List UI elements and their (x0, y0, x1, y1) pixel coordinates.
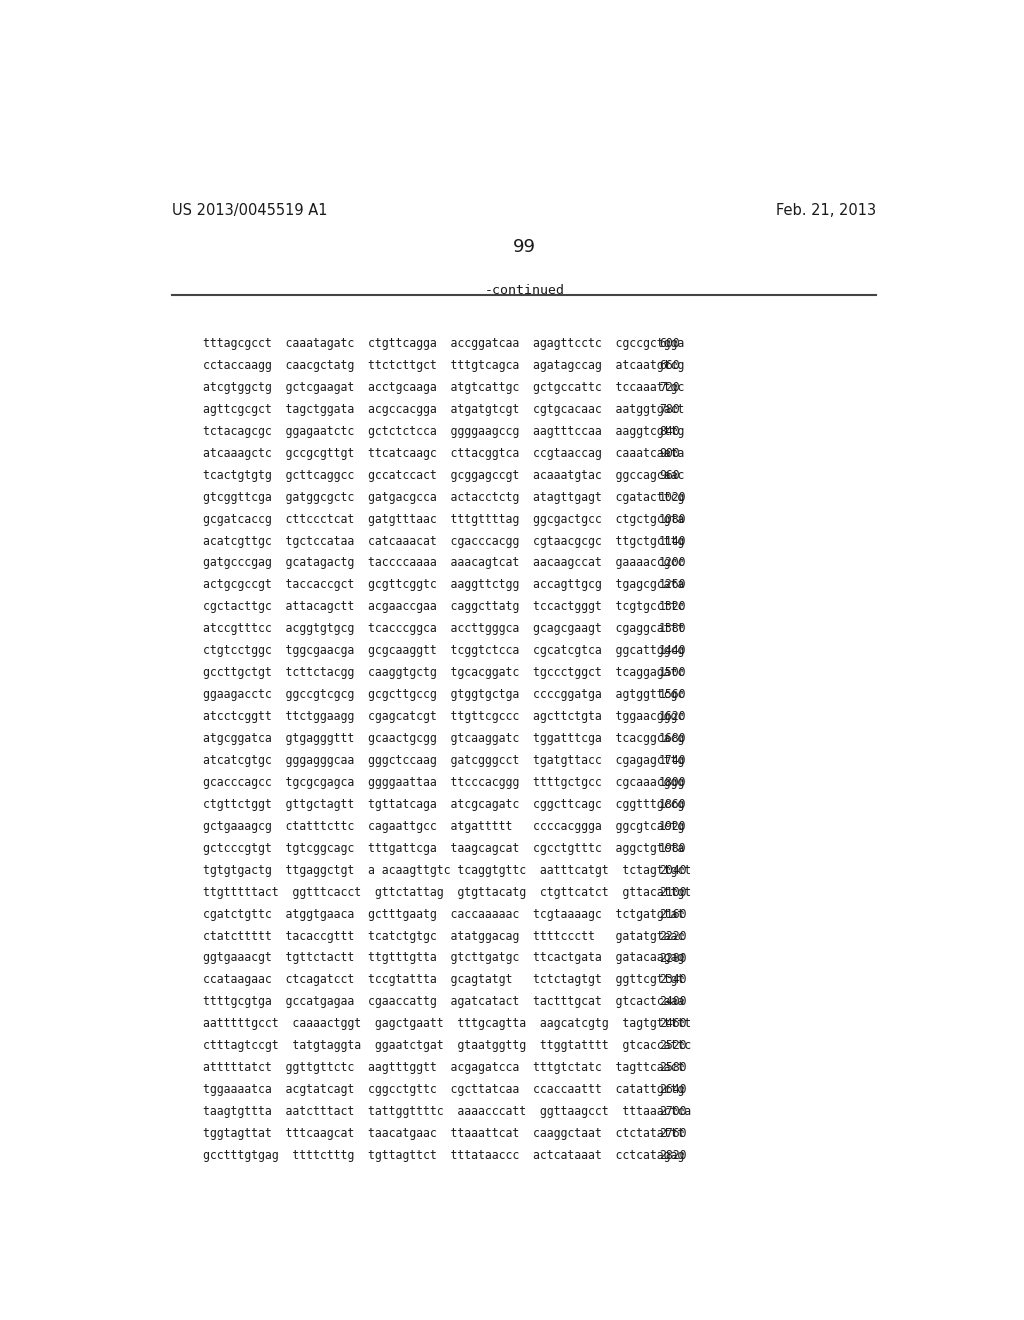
Text: 1020: 1020 (658, 491, 686, 504)
Text: Feb. 21, 2013: Feb. 21, 2013 (776, 203, 876, 218)
Text: ggtgaaacgt  tgttctactt  ttgtttgtta  gtcttgatgc  ttcactgata  gatacaagag: ggtgaaacgt tgttctactt ttgtttgtta gtcttga… (203, 952, 684, 965)
Text: 1200: 1200 (658, 557, 686, 569)
Text: 2460: 2460 (658, 1018, 686, 1031)
Text: atcgtggctg  gctcgaagat  acctgcaaga  atgtcattgc  gctgccattc  tccaaattgc: atcgtggctg gctcgaagat acctgcaaga atgtcat… (203, 381, 684, 393)
Text: gccttgctgt  tcttctacgg  caaggtgctg  tgcacggatc  tgccctggct  tcaggagatc: gccttgctgt tcttctacgg caaggtgctg tgcacgg… (203, 667, 684, 680)
Text: 2340: 2340 (658, 973, 686, 986)
Text: gcctttgtgag  ttttctttg  tgttagttct  tttataaccc  actcataaat  cctcatagag: gcctttgtgag ttttctttg tgttagttct tttataa… (203, 1148, 684, 1162)
Text: 1620: 1620 (658, 710, 686, 723)
Text: 1080: 1080 (658, 512, 686, 525)
Text: 2820: 2820 (658, 1148, 686, 1162)
Text: US 2013/0045519 A1: US 2013/0045519 A1 (172, 203, 328, 218)
Text: aatttttgcct  caaaactggt  gagctgaatt  tttgcagtta  aagcatcgtg  tagtgttttt: aatttttgcct caaaactggt gagctgaatt tttgca… (203, 1018, 691, 1031)
Text: ggaagacctc  ggccgtcgcg  gcgcttgccg  gtggtgctga  ccccggatga  agtggttcgc: ggaagacctc ggccgtcgcg gcgcttgccg gtggtgc… (203, 688, 684, 701)
Text: agttcgcgct  tagctggata  acgccacgga  atgatgtcgt  cgtgcacaac  aatggtgact: agttcgcgct tagctggata acgccacgga atgatgt… (203, 403, 684, 416)
Text: gctcccgtgt  tgtcggcagc  tttgattcga  taagcagcat  cgcctgtttc  aggctgtcta: gctcccgtgt tgtcggcagc tttgattcga taagcag… (203, 842, 684, 855)
Text: 1980: 1980 (658, 842, 686, 855)
Text: taagtgttta  aatctttact  tattggttttc  aaaacccatt  ggttaagcct  tttaaactca: taagtgttta aatctttact tattggttttc aaaacc… (203, 1105, 691, 1118)
Text: 1560: 1560 (658, 688, 686, 701)
Text: atgcggatca  gtgagggttt  gcaactgcgg  gtcaaggatc  tggatttcga  tcacggcacg: atgcggatca gtgagggttt gcaactgcgg gtcaagg… (203, 733, 684, 744)
Text: atccgtttcc  acggtgtgcg  tcacccggca  accttgggca  gcagcgaagt  cgaggcattt: atccgtttcc acggtgtgcg tcacccggca accttgg… (203, 622, 684, 635)
Text: 1800: 1800 (658, 776, 686, 789)
Text: atcaaagctc  gccgcgttgt  ttcatcaagc  cttacggtca  ccgtaaccag  caaatcaata: atcaaagctc gccgcgttgt ttcatcaagc cttacgg… (203, 446, 684, 459)
Text: 840: 840 (658, 425, 680, 438)
Text: tcactgtgtg  gcttcaggcc  gccatccact  gcggagccgt  acaaatgtac  ggccagcaac: tcactgtgtg gcttcaggcc gccatccact gcggagc… (203, 469, 684, 482)
Text: 99: 99 (513, 238, 537, 256)
Text: actgcgccgt  taccaccgct  gcgttcggtc  aaggttctgg  accagttgcg  tgagcgcata: actgcgccgt taccaccgct gcgttcggtc aaggttc… (203, 578, 684, 591)
Text: 600: 600 (658, 337, 680, 350)
Text: gatgcccgag  gcatagactg  taccccaaaa  aaacagtcat  aacaagccat  gaaaaccgcc: gatgcccgag gcatagactg taccccaaaa aaacagt… (203, 557, 684, 569)
Text: 1320: 1320 (658, 601, 686, 614)
Text: 2220: 2220 (658, 929, 686, 942)
Text: 2400: 2400 (658, 995, 686, 1008)
Text: 1680: 1680 (658, 733, 686, 744)
Text: 1140: 1140 (658, 535, 686, 548)
Text: 2040: 2040 (658, 863, 686, 876)
Text: cgatctgttc  atggtgaaca  gctttgaatg  caccaaaaac  tcgtaaaagc  tctgatgtat: cgatctgttc atggtgaaca gctttgaatg caccaaa… (203, 908, 684, 920)
Text: 720: 720 (658, 381, 680, 393)
Text: 1260: 1260 (658, 578, 686, 591)
Text: 1740: 1740 (658, 754, 686, 767)
Text: ctgtcctggc  tggcgaacga  gcgcaaggtt  tcggtctcca  cgcatcgtca  ggcattggcg: ctgtcctggc tggcgaacga gcgcaaggtt tcggtct… (203, 644, 684, 657)
Text: acatcgttgc  tgctccataa  catcaaacat  cgacccacgg  cgtaacgcgc  ttgctgcttg: acatcgttgc tgctccataa catcaaacat cgaccca… (203, 535, 684, 548)
Text: gcacccagcc  tgcgcgagca  ggggaattaa  ttcccacggg  ttttgctgcc  cgcaaacggg: gcacccagcc tgcgcgagca ggggaattaa ttcccac… (203, 776, 684, 789)
Text: 2580: 2580 (658, 1061, 686, 1074)
Text: ttgtttttact  ggtttcacct  gttctattag  gtgttacatg  ctgttcatct  gttacattgt: ttgtttttact ggtttcacct gttctattag gtgtta… (203, 886, 691, 899)
Text: cgctacttgc  attacagctt  acgaaccgaa  caggcttatg  tccactgggt  tcgtgccttc: cgctacttgc attacagctt acgaaccgaa caggctt… (203, 601, 684, 614)
Text: tggtagttat  tttcaagcat  taacatgaac  ttaaattcat  caaggctaat  ctctatattt: tggtagttat tttcaagcat taacatgaac ttaaatt… (203, 1127, 684, 1140)
Text: 2100: 2100 (658, 886, 686, 899)
Text: -continued: -continued (484, 284, 565, 297)
Text: ttttgcgtga  gccatgagaa  cgaaccattg  agatcatact  tactttgcat  gtcactcaaa: ttttgcgtga gccatgagaa cgaaccattg agatcat… (203, 995, 684, 1008)
Text: ctgttctggt  gttgctagtt  tgttatcaga  atcgcagatc  cggcttcagc  cggtttgccg: ctgttctggt gttgctagtt tgttatcaga atcgcag… (203, 797, 684, 810)
Text: tttagcgcct  caaatagatc  ctgttcagga  accggatcaa  agagttcctc  cgccgctgga: tttagcgcct caaatagatc ctgttcagga accggat… (203, 337, 684, 350)
Text: 660: 660 (658, 359, 680, 372)
Text: 1440: 1440 (658, 644, 686, 657)
Text: 2700: 2700 (658, 1105, 686, 1118)
Text: gcgatcaccg  cttccctcat  gatgtttaac  tttgttttag  ggcgactgcc  ctgctgcgta: gcgatcaccg cttccctcat gatgtttaac tttgttt… (203, 512, 684, 525)
Text: atcatcgtgc  gggagggcaa  gggctccaag  gatcgggcct  tgatgttacc  cgagagcttg: atcatcgtgc gggagggcaa gggctccaag gatcggg… (203, 754, 684, 767)
Text: 1500: 1500 (658, 667, 686, 680)
Text: 2280: 2280 (658, 952, 686, 965)
Text: 2760: 2760 (658, 1127, 686, 1140)
Text: ccataagaac  ctcagatcct  tccgtattta  gcagtatgt   tctctagtgt  ggttcgttgt: ccataagaac ctcagatcct tccgtattta gcagtat… (203, 973, 684, 986)
Text: 2520: 2520 (658, 1039, 686, 1052)
Text: tggaaaatca  acgtatcagt  cggcctgttc  cgcttatcaa  ccaccaattt  catattgctg: tggaaaatca acgtatcagt cggcctgttc cgcttat… (203, 1084, 684, 1096)
Text: atttttatct  ggttgttctc  aagtttggtt  acgagatcca  tttgtctatc  tagttcaact: atttttatct ggttgttctc aagtttggtt acgagat… (203, 1061, 684, 1074)
Text: gtcggttcga  gatggcgctc  gatgacgcca  actacctctg  atagttgagt  cgatacttcg: gtcggttcga gatggcgctc gatgacgcca actacct… (203, 491, 684, 504)
Text: tctacagcgc  ggagaatctc  gctctctcca  ggggaagccg  aagtttccaa  aaggtcgttg: tctacagcgc ggagaatctc gctctctcca ggggaag… (203, 425, 684, 438)
Text: 1380: 1380 (658, 622, 686, 635)
Text: 1920: 1920 (658, 820, 686, 833)
Text: tgtgtgactg  ttgaggctgt  a acaagttgtc tcaggtgttc  aatttcatgt  tctagttgct: tgtgtgactg ttgaggctgt a acaagttgtc tcagg… (203, 863, 691, 876)
Text: 1860: 1860 (658, 797, 686, 810)
Text: 960: 960 (658, 469, 680, 482)
Text: cctaccaagg  caacgctatg  ttctcttgct  tttgtcagca  agatagccag  atcaatgtcg: cctaccaagg caacgctatg ttctcttgct tttgtca… (203, 359, 684, 372)
Text: atcctcggtt  ttctggaagg  cgagcatcgt  ttgttcgccc  agcttctgta  tggaacgggc: atcctcggtt ttctggaagg cgagcatcgt ttgttcg… (203, 710, 684, 723)
Text: ctatcttttt  tacaccgttt  tcatctgtgc  atatggacag  ttttccctt   gatatgtaac: ctatcttttt tacaccgttt tcatctgtgc atatgga… (203, 929, 684, 942)
Text: ctttagtccgt  tatgtaggta  ggaatctgat  gtaatggttg  ttggtatttt  gtcaccattc: ctttagtccgt tatgtaggta ggaatctgat gtaatg… (203, 1039, 691, 1052)
Text: 900: 900 (658, 446, 680, 459)
Text: 2640: 2640 (658, 1084, 686, 1096)
Text: 2160: 2160 (658, 908, 686, 920)
Text: 780: 780 (658, 403, 680, 416)
Text: gctgaaagcg  ctatttcttc  cagaattgcc  atgattttt   ccccacggga  ggcgtcactg: gctgaaagcg ctatttcttc cagaattgcc atgattt… (203, 820, 684, 833)
